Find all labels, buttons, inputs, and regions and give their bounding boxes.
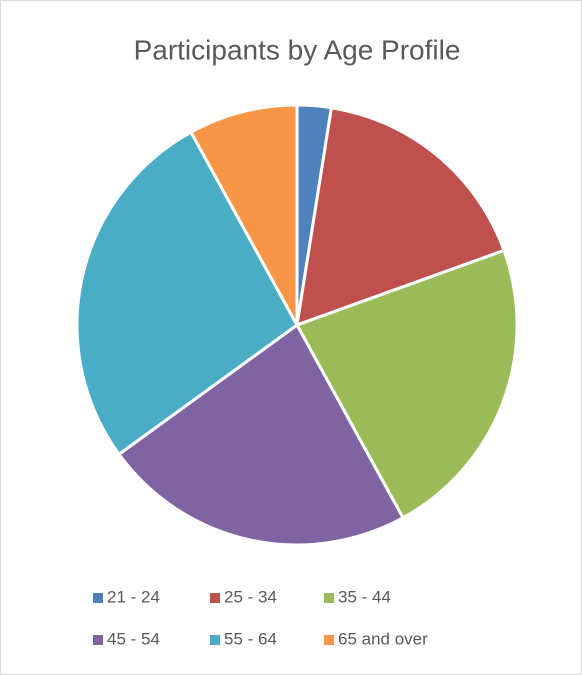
pie-slice bbox=[116, 322, 406, 547]
pie-slice bbox=[295, 105, 506, 328]
legend-label: 25 - 34 bbox=[224, 587, 277, 606]
legend-swatch bbox=[324, 635, 334, 645]
legend-swatch bbox=[324, 593, 334, 603]
legend-label: 21 - 24 bbox=[107, 587, 160, 606]
chart-title: Participants by Age Profile bbox=[134, 34, 461, 65]
legend-label: 55 - 64 bbox=[224, 629, 277, 648]
legend-label: 35 - 44 bbox=[338, 587, 391, 606]
pie-slice bbox=[294, 248, 519, 520]
legend-swatch bbox=[210, 635, 220, 645]
pie-slice bbox=[188, 103, 299, 326]
legend-swatch bbox=[93, 593, 103, 603]
legend-swatch bbox=[93, 635, 103, 645]
legend-swatch bbox=[210, 593, 220, 603]
legend-label: 65 and over bbox=[338, 629, 428, 648]
pie-slice bbox=[75, 130, 299, 457]
legend-label: 45 - 54 bbox=[107, 629, 160, 648]
